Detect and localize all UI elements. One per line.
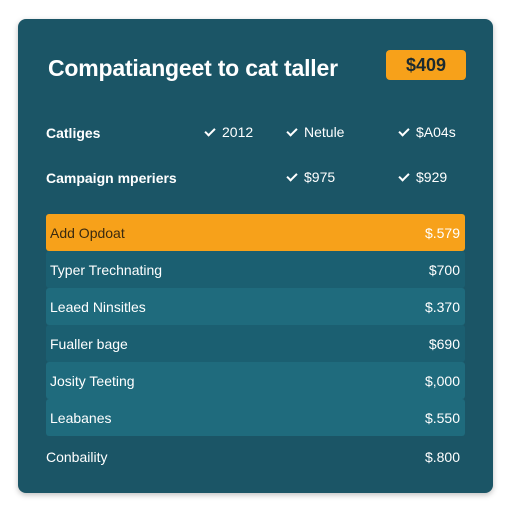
row-name: Add Opdoat [50, 225, 125, 241]
filter-option-netule[interactable]: Netule [286, 124, 344, 140]
filter-option-2012[interactable]: 2012 [204, 124, 253, 140]
row-name: Fualler bage [50, 336, 128, 352]
filter-option-929[interactable]: $929 [398, 169, 447, 185]
filter-label-categories: Catliges [46, 125, 101, 141]
footer-value: $.800 [424, 449, 460, 465]
filter-option-label: $A04s [416, 124, 456, 140]
filter-option-label: 2012 [222, 124, 254, 140]
filter-row-campaign: Campaign mperiers $975 $929 [18, 166, 493, 190]
table-row[interactable]: Leabanes $.550 [46, 399, 465, 436]
filter-option-label: Netule [304, 124, 345, 140]
table-row[interactable]: Add Opdoat $.579 [46, 214, 465, 251]
pricing-card: Compatiangeet to cat taller $409 Catlige… [18, 19, 493, 493]
table-row[interactable]: Typer Trechnating $700 [46, 251, 465, 288]
check-icon [286, 171, 298, 183]
row-value: $.550 [424, 410, 460, 426]
table-row[interactable]: Josity Teeting $,000 [46, 362, 465, 399]
table-row[interactable]: Fualler bage $690 [46, 325, 465, 362]
filter-option-label: $975 [304, 169, 336, 185]
check-icon [398, 126, 410, 138]
filter-row-categories: Catliges 2012 Netule $A04s [18, 121, 493, 145]
row-name: Leabanes [50, 410, 112, 426]
row-value: $690 [428, 336, 460, 352]
filter-option-a04s[interactable]: $A04s [398, 124, 456, 140]
table-footer-row: Conbaility $.800 [46, 449, 465, 469]
filter-option-975[interactable]: $975 [286, 169, 335, 185]
row-value: $.370 [424, 299, 460, 315]
price-badge[interactable]: $409 [386, 50, 466, 80]
row-value: $700 [428, 262, 460, 278]
row-name: Leaed Ninsitles [50, 299, 146, 315]
row-value: $.579 [424, 225, 460, 241]
row-value: $,000 [424, 373, 460, 389]
page-title: Compatiangeet to cat taller [48, 55, 338, 81]
check-icon [398, 171, 410, 183]
check-icon [286, 126, 298, 138]
row-name: Typer Trechnating [50, 262, 163, 278]
filter-label-campaign: Campaign mperiers [46, 170, 177, 186]
pricing-table: Add Opdoat $.579 Typer Trechnating $700 … [46, 214, 465, 436]
footer-name: Conbaility [46, 449, 108, 465]
row-name: Josity Teeting [50, 373, 135, 389]
check-icon [204, 126, 216, 138]
filter-option-label: $929 [416, 169, 448, 185]
table-row[interactable]: Leaed Ninsitles $.370 [46, 288, 465, 325]
